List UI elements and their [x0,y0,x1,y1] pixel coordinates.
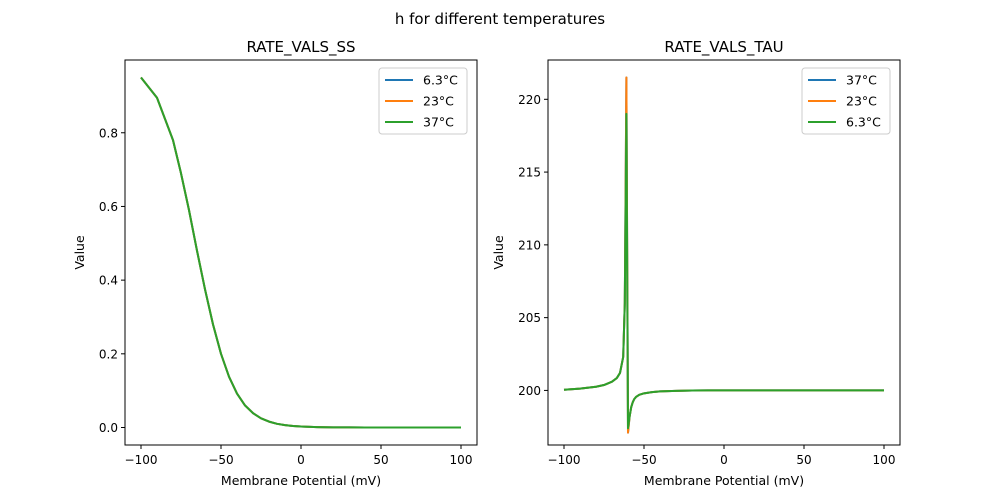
y-tick-label: 210 [518,238,541,252]
legend-label: 37°C [423,115,454,130]
y-tick-label: 220 [518,93,541,107]
x-axis-label: Membrane Potential (mV) [644,473,804,488]
x-axis-label: Membrane Potential (mV) [221,473,381,488]
legend-label: 6.3°C [423,73,458,88]
legend-label: 6.3°C [846,115,881,130]
y-tick-label: 215 [518,166,541,180]
legend-label: 23°C [846,94,877,109]
y-tick-label: 0.8 [99,126,118,140]
y-tick-label: 0.0 [99,421,118,435]
x-tick-label: 100 [450,453,473,467]
x-tick-label: −50 [631,453,656,467]
legend-label: 37°C [846,73,877,88]
legend: 6.3°C 23°C 37°C [378,67,468,135]
y-tick-label: 205 [518,311,541,325]
x-tick-label: −100 [125,453,158,467]
x-tick-label: 0 [720,453,728,467]
series-line-2 [140,76,461,429]
y-tick-label: 0.2 [99,347,118,361]
x-tick-label: −50 [208,453,233,467]
x-tick-label: 100 [873,453,896,467]
legend-frame [801,67,891,135]
y-axis-label: Value [72,235,87,270]
figure-title: h for different temperatures [395,10,605,28]
subplot-title: RATE_VALS_TAU [664,38,783,57]
y-tick-label: 0.4 [99,274,118,288]
x-tick-label: 50 [796,453,811,467]
subplot-title: RATE_VALS_SS [246,38,355,57]
subplot-rate-vals-ss: RATE_VALS_SS −100 −50 0 50 100 0.0 0.2 0.4 0.6 0.8… [72,38,478,488]
subplot-rate-vals-tau: RATE_VALS_TAU −100 −50 0 50 100 200 205 210 215 22… [491,38,901,488]
x-tick-label: 50 [373,453,388,467]
legend-frame [378,67,468,135]
x-tick-label: 0 [297,453,305,467]
legend: 37°C 23°C 6.3°C [801,67,891,135]
y-axis-label: Value [491,235,506,270]
y-tick-label: 200 [518,384,541,398]
x-tick-label: −100 [548,453,581,467]
y-tick-label: 0.6 [99,200,118,214]
legend-label: 23°C [423,94,454,109]
series-line-2 [563,112,884,430]
